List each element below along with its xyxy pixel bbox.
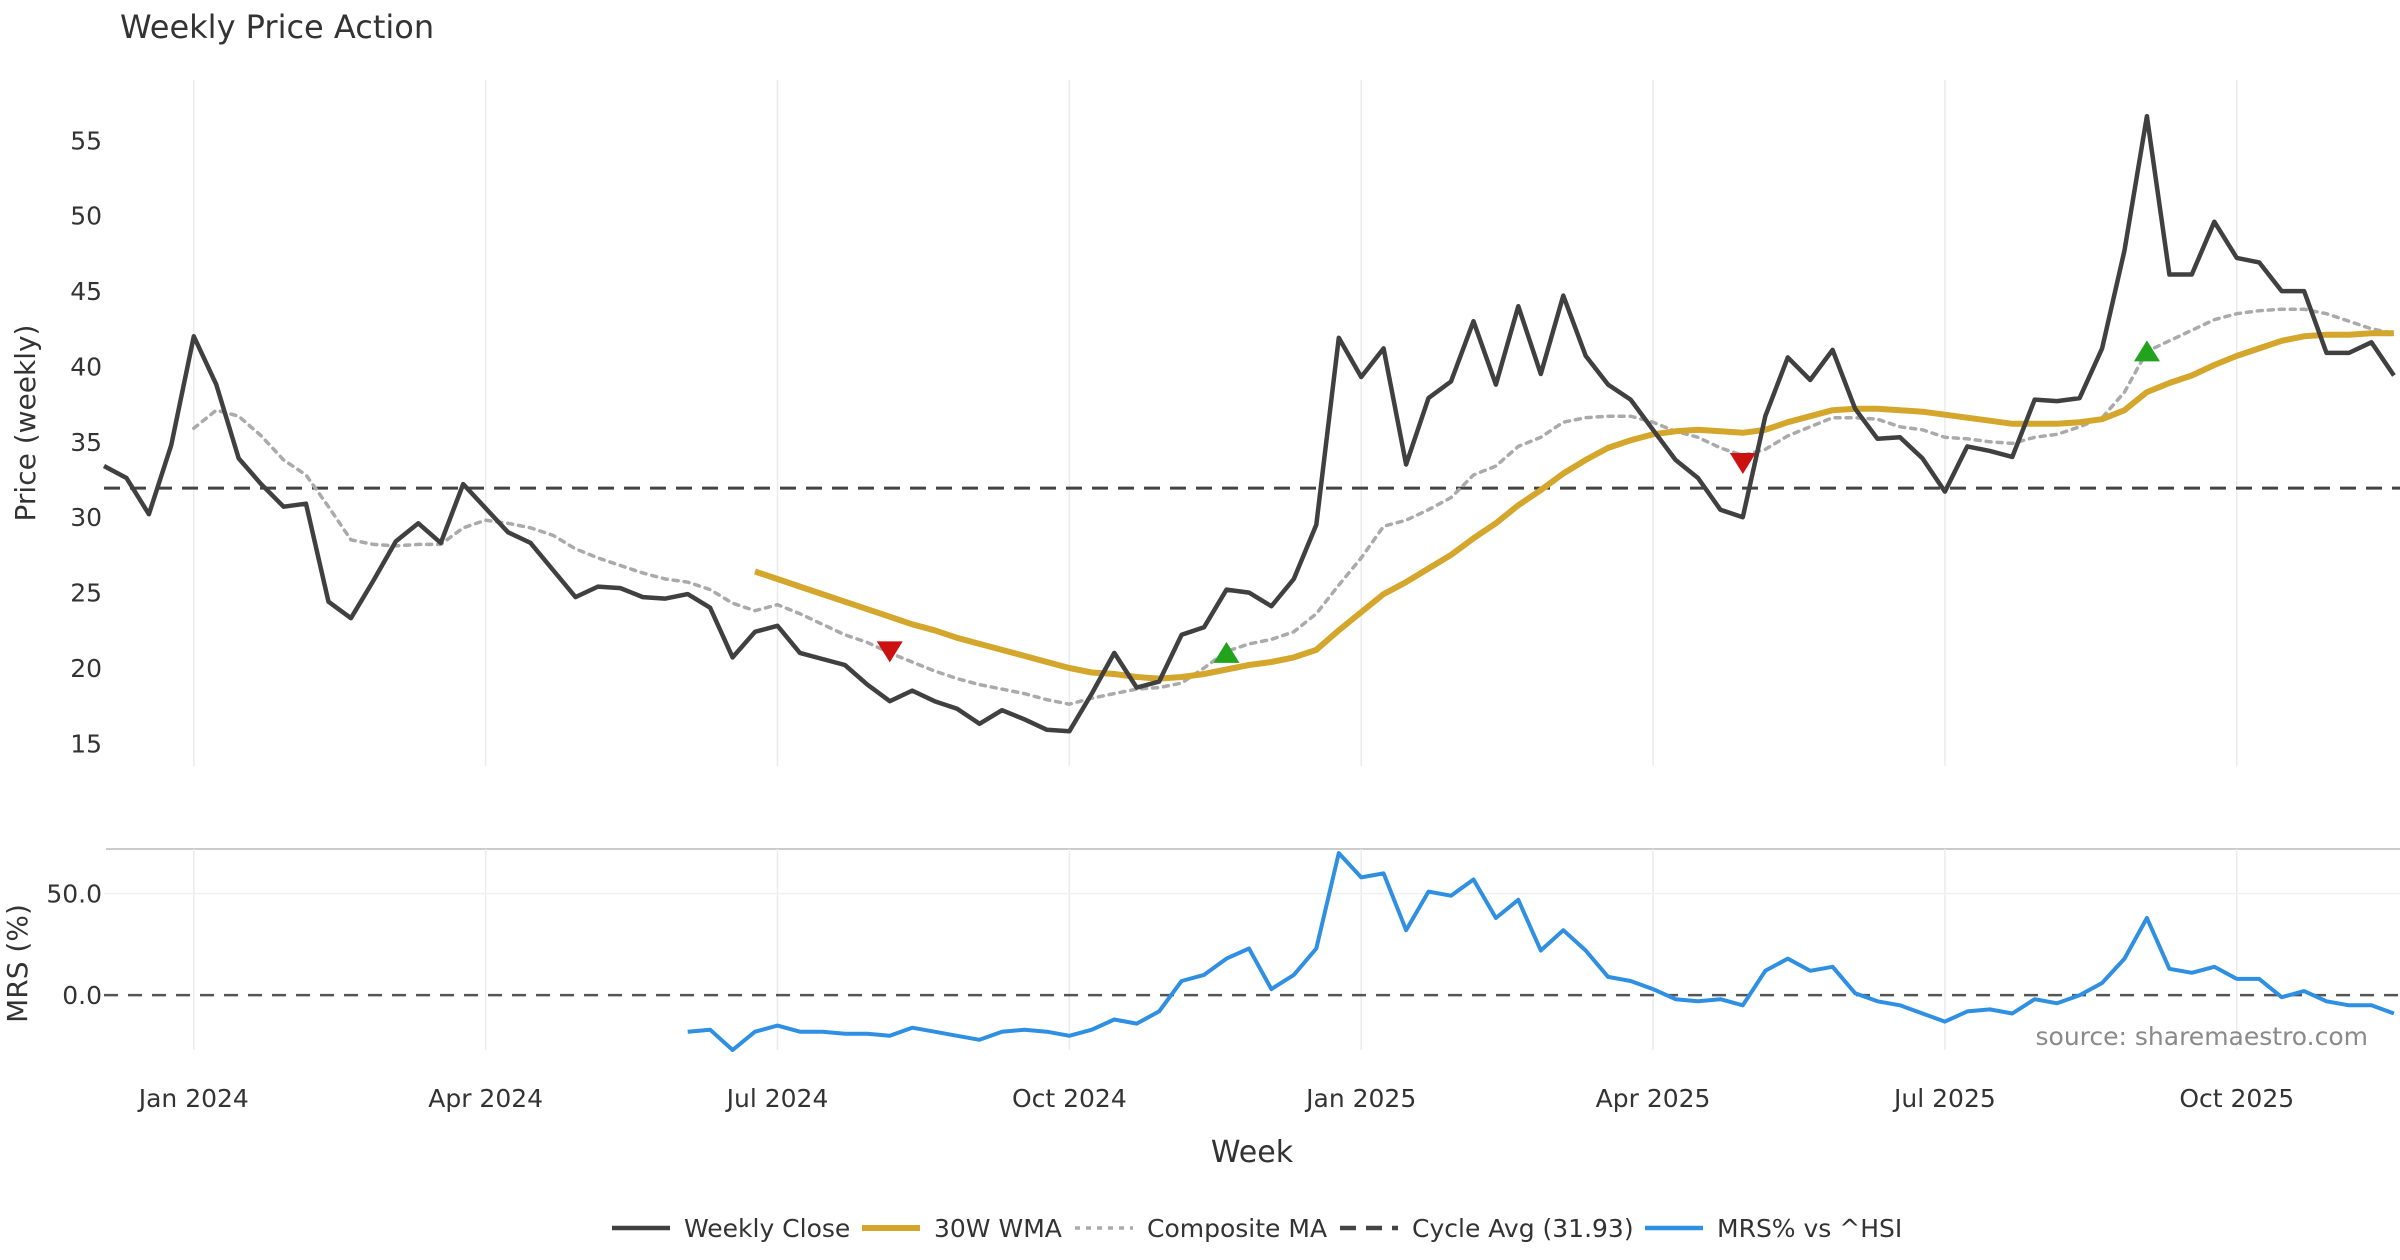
mrs-line xyxy=(687,851,2395,1052)
price-y-tick-label: 15 xyxy=(70,729,102,758)
buy-signal-marker xyxy=(2133,340,2160,362)
composite-ma-line xyxy=(192,307,2396,706)
price-y-ticks: 15 20 25 30 35 40 45 50 55 xyxy=(70,126,102,758)
legend-label-cycle: Cycle Avg (31.93) xyxy=(1412,1214,1634,1243)
x-tick-label: Oct 2025 xyxy=(2179,1084,2294,1113)
x-tick-label: Oct 2024 xyxy=(1012,1084,1127,1113)
mrs-panel: 0.0 50.0 MRS (%) source: sharemaestro.com xyxy=(1,849,2400,1052)
price-series-group xyxy=(102,113,2400,734)
price-panel: 15 20 25 30 35 40 45 50 55 Price (weekly) xyxy=(9,80,2400,766)
mrs-y-ticks: 0.0 50.0 xyxy=(46,880,102,1011)
legend: Weekly Close 30W WMA Composite MA Cycle Avg… xyxy=(612,1214,1902,1243)
source-text: source: sharemaestro.com xyxy=(2036,1022,2369,1051)
mrs-series-group xyxy=(104,851,2400,1052)
wma-30w-line xyxy=(754,330,2394,682)
price-y-tick-label: 25 xyxy=(70,579,102,608)
price-y-axis-label: Price (weekly) xyxy=(9,325,42,522)
sell-signal-marker xyxy=(1729,452,1756,474)
x-tick-label: Apr 2025 xyxy=(1596,1084,1711,1113)
x-tick-label: Jul 2024 xyxy=(725,1084,829,1113)
mrs-y-axis-label: MRS (%) xyxy=(1,904,34,1023)
x-axis-ticks: Jan 2024 Apr 2024 Jul 2024 Oct 2024 Jan 2025… xyxy=(137,1084,2294,1113)
x-axis-label: Week xyxy=(1211,1135,1294,1170)
buy-signal-marker xyxy=(1213,641,1240,663)
price-y-tick-label: 30 xyxy=(70,503,102,532)
x-tick-label: Apr 2024 xyxy=(428,1084,543,1113)
price-y-tick-label: 35 xyxy=(70,428,102,457)
price-y-tick-label: 45 xyxy=(70,277,102,306)
legend-label-composite: Composite MA xyxy=(1147,1214,1327,1243)
legend-label-close: Weekly Close xyxy=(684,1214,850,1243)
price-y-tick-label: 20 xyxy=(70,654,102,683)
price-y-tick-label: 40 xyxy=(70,352,102,381)
mrs-grid xyxy=(104,849,2400,1050)
mrs-y-tick-label: 0.0 xyxy=(62,981,102,1010)
mrs-y-tick-label: 50.0 xyxy=(46,880,102,909)
weekly-close-line xyxy=(102,113,2396,734)
legend-label-wma: 30W WMA xyxy=(934,1214,1062,1243)
price-y-tick-label: 50 xyxy=(70,202,102,231)
price-y-tick-label: 55 xyxy=(70,126,102,155)
legend-label-mrs: MRS% vs ^HSI xyxy=(1717,1214,1902,1243)
signal-markers xyxy=(876,340,2160,663)
sell-signal-marker xyxy=(876,641,903,663)
chart-title: Weekly Price Action xyxy=(120,8,434,46)
x-tick-label: Jan 2024 xyxy=(137,1084,249,1113)
x-tick-label: Jan 2025 xyxy=(1304,1084,1416,1113)
x-tick-label: Jul 2025 xyxy=(1892,1084,1996,1113)
